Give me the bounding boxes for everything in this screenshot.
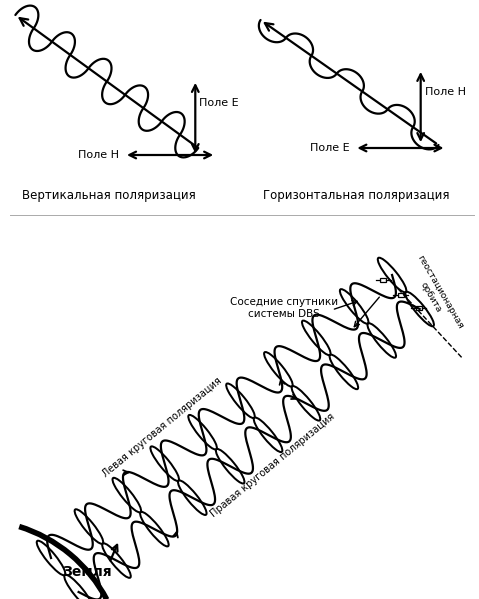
Text: Поле Е: Поле Е [199,98,239,108]
Text: Поле Н: Поле Н [78,150,119,160]
Text: Соседние спутники
системы DBS: Соседние спутники системы DBS [230,297,338,319]
Text: Поле Н: Поле Н [424,87,466,97]
Text: Вертикальная поляризация: Вертикальная поляризация [23,189,196,201]
Text: Поле Е: Поле Е [310,143,350,153]
Text: Горизонтальная поляризация: Горизонтальная поляризация [263,189,450,201]
Text: Левая круговая поляризация: Левая круговая поляризация [100,376,223,479]
Text: Земля: Земля [62,565,112,579]
Text: геостационарная
орбита: геостационарная орбита [406,254,465,336]
Text: Правая круговая поляризация: Правая круговая поляризация [208,412,336,519]
